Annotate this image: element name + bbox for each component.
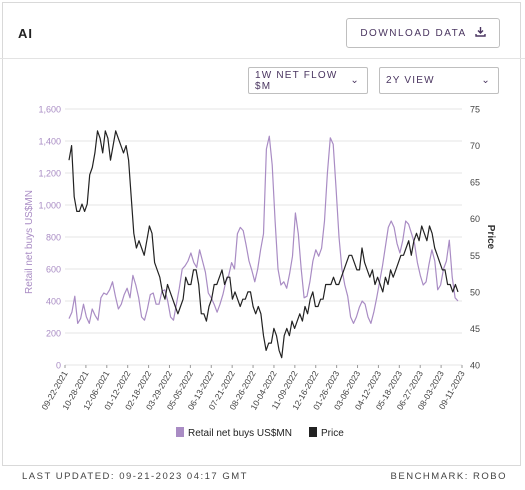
y-left-tick-label: 1,000 <box>38 201 61 211</box>
view-range-select[interactable]: 2Y VIEW ⌄ <box>379 67 499 94</box>
y-left-tick-label: 1,400 <box>38 137 61 147</box>
legend-swatch-retail <box>176 427 184 437</box>
y-right-tick-label: 75 <box>470 105 480 115</box>
y-left-tick-label: 1,200 <box>38 169 61 179</box>
view-select-value: 2Y VIEW <box>386 75 435 86</box>
flow-select-value: 1W NET FLOW $M <box>255 69 338 92</box>
download-data-button[interactable]: DOWNLOAD DATA <box>346 18 500 48</box>
retail-net-buys-line <box>68 135 459 324</box>
y-left-axis-title: Retail net buys US$MN <box>24 190 35 294</box>
y-left-tick-label: 0 <box>56 361 61 371</box>
y-right-tick-label: 55 <box>470 251 480 261</box>
legend-swatch-price <box>309 427 317 437</box>
y-right-tick-label: 60 <box>470 214 480 224</box>
ticker-label: AI <box>18 26 33 41</box>
flow-period-select[interactable]: 1W NET FLOW $M ⌄ <box>248 67 368 94</box>
y-right-tick-label: 40 <box>470 361 480 371</box>
y-right-tick-label: 45 <box>470 324 480 334</box>
flow-price-chart: 0 200 400 600 800 1,000 1,200 1,400 1,600 40 45 50 5… <box>24 105 496 440</box>
legend-label-retail: Retail net buys US$MN <box>188 428 292 439</box>
header-divider <box>0 58 525 59</box>
chevron-down-icon: ⌄ <box>481 75 491 86</box>
y-right-tick-label: 70 <box>470 141 480 151</box>
last-updated-text: LAST UPDATED: 09-21-2023 04:17 GMT <box>22 471 248 482</box>
price-line <box>68 130 459 359</box>
y-left-tick-label: 400 <box>46 297 61 307</box>
y-left-tick-label: 800 <box>46 233 61 243</box>
download-icon <box>474 26 486 40</box>
y-right-tick-label: 65 <box>470 178 480 188</box>
benchmark-text: BENCHMARK: ROBO <box>390 471 507 482</box>
chevron-down-icon: ⌄ <box>350 75 360 86</box>
legend-label-price: Price <box>321 428 344 439</box>
y-right-axis-title: Price <box>485 225 496 250</box>
y-left-tick-label: 200 <box>46 329 61 339</box>
y-left-tick-label: 1,600 <box>38 105 61 115</box>
y-right-tick-label: 50 <box>470 287 480 297</box>
download-label: DOWNLOAD DATA <box>360 27 467 39</box>
y-left-tick-label: 600 <box>46 265 61 275</box>
